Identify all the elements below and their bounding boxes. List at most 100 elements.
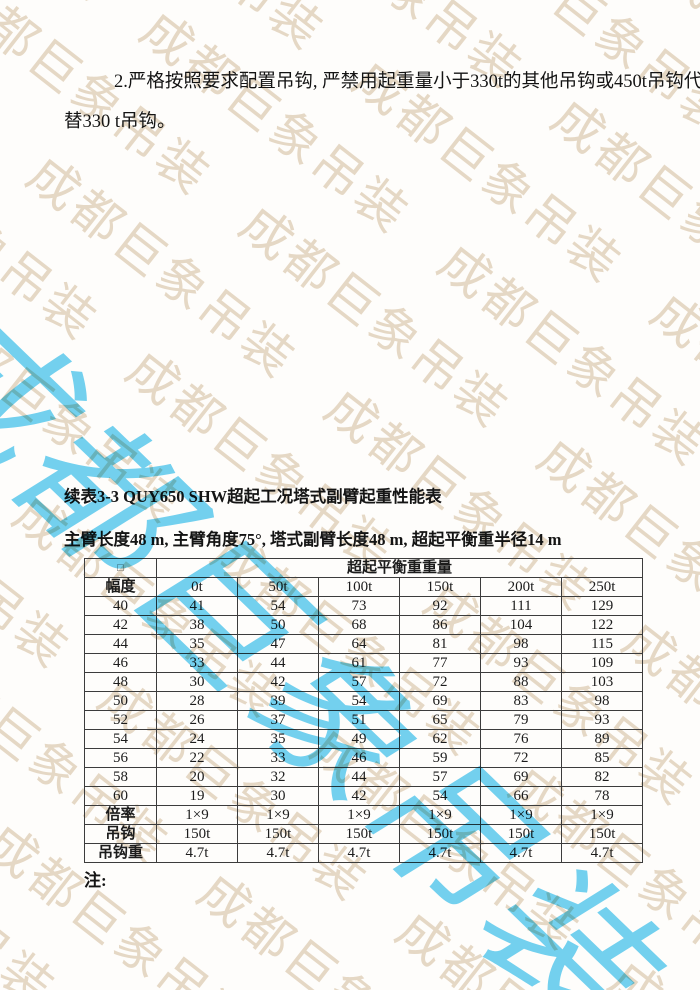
table-cell: 65 bbox=[399, 710, 481, 730]
row-label-cell: 60 bbox=[84, 786, 157, 806]
table-cell: 1×9 bbox=[480, 805, 562, 825]
table-cell: 93 bbox=[560, 710, 644, 730]
table-cell: 4.7t bbox=[156, 843, 238, 863]
table-cell: 88 bbox=[480, 672, 562, 692]
table-cell: 86 bbox=[399, 615, 481, 635]
table-cell: 98 bbox=[480, 634, 562, 654]
table-cell: 47 bbox=[237, 634, 319, 654]
table-row: 46 33 44 61 77 93 109 bbox=[84, 653, 644, 673]
col-header-cell: 150t bbox=[399, 577, 481, 597]
table-cell: 4.7t bbox=[237, 843, 319, 863]
table-cell: 150t bbox=[560, 824, 644, 844]
table-cell: 150t bbox=[156, 824, 238, 844]
table-cell: 92 bbox=[399, 596, 481, 616]
table-cell: 28 bbox=[156, 691, 238, 711]
row-label-cell: 倍率 bbox=[84, 805, 157, 825]
table-cell: 44 bbox=[318, 767, 400, 787]
table-cell: 41 bbox=[156, 596, 238, 616]
table-cell: 57 bbox=[318, 672, 400, 692]
table-cell: 77 bbox=[399, 653, 481, 673]
table-cell: 150t bbox=[480, 824, 562, 844]
table-header-row-group: □ 超起平衡重重量 bbox=[84, 558, 644, 578]
row-label-cell: 吊钩 bbox=[84, 824, 157, 844]
table-cell: 22 bbox=[156, 748, 238, 768]
body-paragraph: 2.严格按照要求配置吊钩, 严禁用起重量小于330t的其他吊钩或450t吊钩代 … bbox=[64, 62, 700, 142]
table-cell: 150t bbox=[318, 824, 400, 844]
table-cell: 64 bbox=[318, 634, 400, 654]
table-row: 52 26 37 51 65 79 93 bbox=[84, 710, 644, 730]
row-header-cell: 幅度 bbox=[84, 577, 157, 597]
table-cell: 104 bbox=[480, 615, 562, 635]
table-cell: 93 bbox=[480, 653, 562, 673]
table-cell: 1×9 bbox=[156, 805, 238, 825]
table-cell: 103 bbox=[560, 672, 644, 692]
table-cell: 4.7t bbox=[318, 843, 400, 863]
table-row: 44 35 47 64 81 98 115 bbox=[84, 634, 644, 654]
table-cell: 30 bbox=[156, 672, 238, 692]
table-cell: 54 bbox=[318, 691, 400, 711]
load-capacity-table: □ 超起平衡重重量 幅度 0t 50t 100t 150t 200t 250t … bbox=[84, 558, 644, 863]
table-cell: 1×9 bbox=[560, 805, 644, 825]
table-cell: 76 bbox=[480, 729, 562, 749]
note-label: 注: bbox=[84, 871, 107, 890]
row-label-cell: 54 bbox=[84, 729, 157, 749]
col-header-cell: 100t bbox=[318, 577, 400, 597]
header-group-cell: 超起平衡重重量 bbox=[155, 558, 644, 578]
table-cell: 1×9 bbox=[399, 805, 481, 825]
table-row: 吊钩 150t 150t 150t 150t 150t 150t bbox=[84, 824, 644, 844]
table-cell: 66 bbox=[480, 786, 562, 806]
col-header-cell: 50t bbox=[237, 577, 319, 597]
table-cell: 85 bbox=[560, 748, 644, 768]
table-cell: 51 bbox=[318, 710, 400, 730]
table-cell: 150t bbox=[399, 824, 481, 844]
table-cell: 83 bbox=[480, 691, 562, 711]
row-label-cell: 56 bbox=[84, 748, 157, 768]
col-header-cell: 200t bbox=[480, 577, 562, 597]
table-cell: 79 bbox=[480, 710, 562, 730]
table-row: 58 20 32 44 57 69 82 bbox=[84, 767, 644, 787]
table-cell: 73 bbox=[318, 596, 400, 616]
table-cell: 30 bbox=[237, 786, 319, 806]
table-cell: 115 bbox=[560, 634, 644, 654]
table-cell: 54 bbox=[399, 786, 481, 806]
table-cell: 19 bbox=[156, 786, 238, 806]
table-cell: 150t bbox=[237, 824, 319, 844]
row-label-cell: 48 bbox=[84, 672, 157, 692]
row-label-cell: 40 bbox=[84, 596, 157, 616]
table-cell: 39 bbox=[237, 691, 319, 711]
table-row: 倍率 1×9 1×9 1×9 1×9 1×9 1×9 bbox=[84, 805, 644, 825]
table-cell: 81 bbox=[399, 634, 481, 654]
table-subtitle: 主臂长度48 m, 主臂角度75°, 塔式副臂长度48 m, 超起平衡重半径14… bbox=[64, 530, 562, 549]
paragraph-line: 替330 t吊钩。 bbox=[64, 112, 176, 132]
table-caption: 续表3-3 QUY650 SHW超起工况塔式副臂起重性能表 bbox=[64, 487, 442, 506]
table-cell: 50 bbox=[237, 615, 319, 635]
table-cell: 35 bbox=[156, 634, 238, 654]
table-cell: 26 bbox=[156, 710, 238, 730]
row-label-cell: 46 bbox=[84, 653, 157, 673]
table-cell: 78 bbox=[560, 786, 644, 806]
table-cell: 35 bbox=[237, 729, 319, 749]
table-cell: 37 bbox=[237, 710, 319, 730]
table-row: 54 24 35 49 62 76 89 bbox=[84, 729, 644, 749]
table-cell: 72 bbox=[399, 672, 481, 692]
corner-cell: □ bbox=[84, 558, 157, 578]
table-cell: 69 bbox=[480, 767, 562, 787]
table-cell: 72 bbox=[480, 748, 562, 768]
row-label-cell: 42 bbox=[84, 615, 157, 635]
paragraph-line: 2.严格按照要求配置吊钩, 严禁用起重量小于330t的其他吊钩或450t吊钩代 bbox=[114, 72, 700, 92]
table-row: 48 30 42 57 72 88 103 bbox=[84, 672, 644, 692]
table-cell: 33 bbox=[156, 653, 238, 673]
row-label-cell: 吊钩重 bbox=[84, 843, 157, 863]
table-row: 40 41 54 73 92 111 129 bbox=[84, 596, 644, 616]
table-cell: 1×9 bbox=[318, 805, 400, 825]
table-header-row-cols: 幅度 0t 50t 100t 150t 200t 250t bbox=[84, 577, 644, 597]
table-cell: 33 bbox=[237, 748, 319, 768]
row-label-cell: 52 bbox=[84, 710, 157, 730]
table-cell: 42 bbox=[237, 672, 319, 692]
table-cell: 129 bbox=[560, 596, 644, 616]
table-cell: 111 bbox=[480, 596, 562, 616]
row-label-cell: 58 bbox=[84, 767, 157, 787]
table-cell: 122 bbox=[560, 615, 644, 635]
table-row: 42 38 50 68 86 104 122 bbox=[84, 615, 644, 635]
